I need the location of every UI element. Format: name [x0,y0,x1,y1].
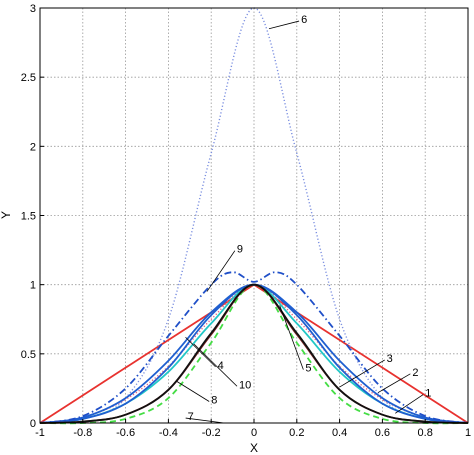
label-leader-7 [185,417,225,424]
curve-label-9: 9 [237,244,243,256]
curve-label-5: 5 [305,363,311,375]
curve-label-8: 8 [211,394,217,406]
label-leader-10 [193,343,238,387]
label-leader-8 [176,381,210,402]
curve-label-6: 6 [301,14,307,26]
y-tick-label: 1.5 [21,211,36,223]
curve-label-7: 7 [188,411,194,423]
label-leader-3 [339,359,385,388]
curve-label-4: 4 [218,360,224,372]
y-tick-label: 1 [30,280,36,292]
x-tick-label: 0.6 [375,427,390,439]
curve-labels: 12 3 4 5 6 7 8 9 10 [176,14,431,424]
label-leader-6 [268,20,300,30]
x-axis-label: X [250,441,258,455]
label-leader-4 [185,336,216,368]
x-tick-label: 0.8 [418,427,433,439]
y-axis-label: Y [0,211,13,219]
x-tick-label: -0.8 [73,427,92,439]
x-tick-label: -1 [35,427,45,439]
label-leader-9 [206,250,236,292]
x-tick-label: -0.2 [202,427,221,439]
y-tick-label: 0.5 [21,349,36,361]
series-9-line [39,271,469,424]
ticks: -1 -0.8 -0.6 -0.4 -0.2 0 0.2 0.4 0.6 0.8 100.511.5… [21,3,471,439]
x-tick-label: 1 [465,427,471,439]
curve-label-2: 2 [412,367,418,379]
label-leader-1 [395,394,424,414]
series-8-line [39,283,469,424]
curves [39,7,469,425]
label-leader-5 [279,305,304,370]
y-tick-label: 2.5 [21,72,36,84]
x-tick-label: 0 [251,427,257,439]
x-tick-label: 0.4 [332,427,347,439]
x-tick-label: -0.6 [116,427,135,439]
curve-label-10: 10 [239,379,251,391]
label-leader-2 [377,373,411,393]
y-tick-label: 2 [30,141,36,153]
x-tick-label: -0.4 [159,427,178,439]
grid [40,8,468,423]
x-tick-label: 0.2 [289,427,304,439]
curve-label-1: 1 [425,388,431,400]
curve-label-3: 3 [387,353,393,365]
y-tick-label: 0 [30,418,36,430]
y-tick-label: 3 [30,3,36,15]
